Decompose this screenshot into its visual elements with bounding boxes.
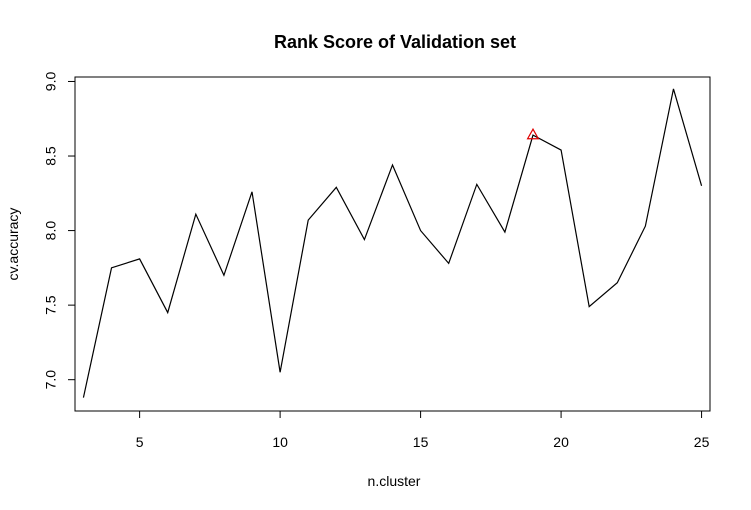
y-tick-label-7-0: 7.0 [43,370,59,390]
x-tick-label-20: 20 [553,434,569,450]
y-tick-labels: 7.0 7.5 8.0 8.5 9.0 [43,72,59,390]
y-tick-label-8-5: 8.5 [43,146,59,166]
y-axis [68,80,76,381]
x-tick-label-15: 15 [413,434,429,450]
series-line-1 [82,88,703,398]
x-axis-label: n.cluster [368,473,421,489]
x-tick-label-25: 25 [694,434,710,450]
y-tick-label-8-0: 8.0 [43,221,59,241]
plot-frame [74,76,711,412]
highlight-layer [526,127,540,140]
y-tick-label-9-0: 9.0 [43,72,59,92]
highlight-marker-triangle [526,127,540,140]
y-tick-label-7-5: 7.5 [43,295,59,315]
y-axis-label: cv.accuracy [5,208,21,281]
x-axis [139,410,703,418]
series-layer [82,88,703,398]
x-tick-labels: 5 10 15 20 25 [136,434,710,450]
x-tick-label-10: 10 [272,434,288,450]
x-tick-label-5: 5 [136,434,144,450]
chart-title: Rank Score of Validation set [274,32,516,52]
